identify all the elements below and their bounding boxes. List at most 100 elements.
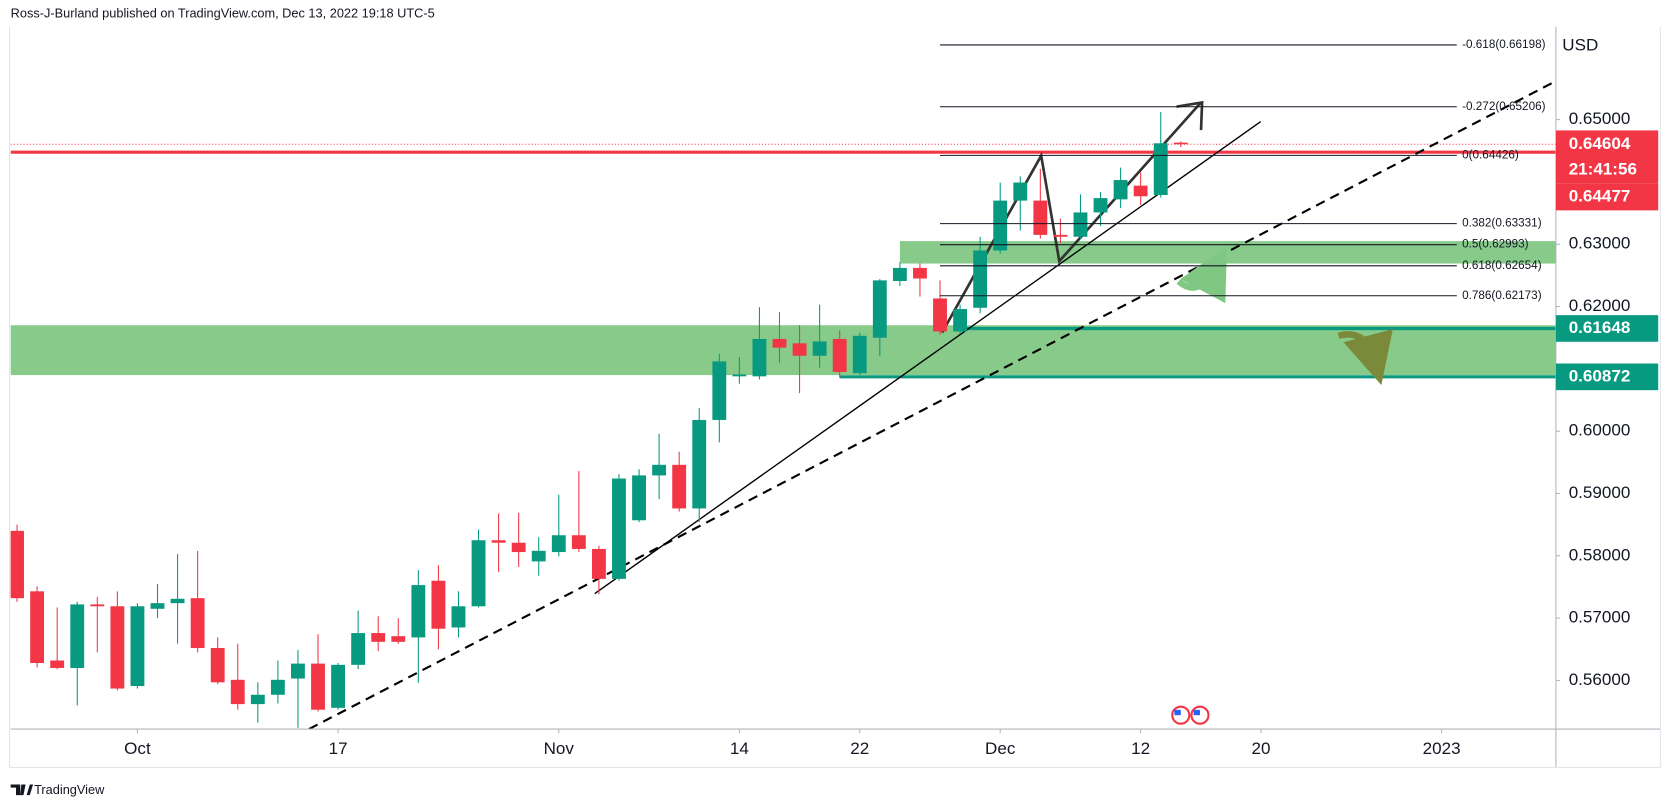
candle-body — [973, 250, 988, 308]
fib-label: 0(0.64426) — [1462, 148, 1519, 161]
candle-body — [1173, 142, 1188, 145]
candle-body — [892, 267, 907, 281]
x-tick-label: 22 — [850, 739, 869, 758]
candle-body — [872, 280, 887, 338]
candle-body — [230, 679, 245, 705]
candle-body — [50, 660, 65, 668]
candle-body — [712, 361, 727, 420]
candle-body — [471, 540, 486, 607]
footer-logo: TradingView — [10, 782, 105, 797]
candle-body — [371, 633, 386, 642]
dashed-trendline — [308, 81, 1555, 730]
zones-layer — [10, 143, 1556, 379]
y-tick-label: 0.60000 — [1569, 421, 1631, 440]
level-box — [1555, 183, 1659, 211]
candle-body — [652, 464, 667, 476]
logo-mark — [10, 784, 34, 796]
candle-body — [511, 542, 526, 553]
candle-body — [953, 309, 968, 332]
candle-body — [672, 464, 687, 509]
x-tick-label: Dec — [985, 739, 1016, 758]
candle-body — [10, 530, 24, 599]
candle-body — [170, 598, 185, 604]
candle-body — [551, 535, 566, 553]
footer-text: TradingView — [34, 782, 105, 797]
flag-canton — [1193, 709, 1200, 716]
candle-body — [130, 606, 145, 687]
axes-layer: 0.56000 0.57000 0.58000 0.59000 0.60000 0.620… — [124, 109, 1659, 758]
bounce-arrow — [1176, 246, 1227, 304]
last-price-box — [1555, 130, 1659, 184]
y-tick-label: 0.62000 — [1569, 296, 1631, 315]
candle-body — [491, 540, 506, 543]
candle-body — [591, 548, 606, 579]
x-tick-label: Nov — [544, 739, 575, 758]
fib-label: -0.272(0.65206) — [1462, 100, 1545, 113]
currency-label: USD — [1562, 35, 1598, 54]
candle-body — [1113, 180, 1128, 200]
arrow-head — [1176, 100, 1204, 131]
publisher-caption: Ross-J-Burland published on TradingView.… — [11, 5, 435, 20]
candle-body — [752, 338, 767, 377]
candle-body — [1133, 185, 1148, 197]
candle-body — [250, 694, 265, 705]
drawings-layer — [308, 81, 1555, 730]
candle-body — [772, 338, 787, 348]
candle-body — [351, 633, 366, 665]
candle-body — [993, 200, 1008, 251]
candle-body — [90, 604, 105, 607]
flag-canton — [1174, 709, 1181, 716]
y-tick-label: 0.63000 — [1569, 234, 1631, 253]
drop-arrow — [1337, 328, 1393, 386]
candle-body — [451, 606, 466, 628]
candle-body — [391, 636, 406, 642]
support-zone — [10, 325, 1556, 376]
level-box — [1555, 315, 1659, 342]
candle-body — [933, 298, 947, 332]
trendline — [594, 121, 1262, 595]
candle-body — [1033, 200, 1048, 235]
x-tick-label: 12 — [1131, 739, 1150, 758]
candle-body — [150, 603, 165, 609]
candle-body — [612, 478, 626, 579]
y-tick-label: 0.59000 — [1569, 483, 1631, 502]
candle-body — [411, 585, 426, 638]
fib-label: -0.618(0.66198) — [1462, 38, 1545, 51]
candle-body — [913, 267, 927, 279]
y-tick-label: 0.65000 — [1569, 109, 1631, 128]
y-tick-label: 0.58000 — [1569, 545, 1631, 564]
candle-body — [531, 550, 546, 562]
candle-body — [331, 664, 346, 708]
last-price-label: 0.64604 — [1569, 134, 1631, 153]
candle-body — [692, 419, 707, 509]
candle-body — [812, 341, 827, 356]
fib-label: 0.5(0.62993) — [1462, 238, 1529, 251]
x-tick-label: 2023 — [1423, 739, 1461, 758]
candle-body — [732, 374, 747, 377]
candle-body — [311, 663, 325, 710]
candle-body — [431, 580, 446, 629]
candle-body — [291, 663, 305, 679]
candle-body — [852, 335, 867, 374]
candle-body — [1053, 234, 1068, 237]
candle-body — [632, 475, 646, 521]
level-box — [1555, 363, 1659, 391]
candle-body — [1153, 143, 1168, 195]
candle-body — [1093, 198, 1108, 213]
candles-layer — [10, 112, 1188, 728]
candle-body — [1073, 212, 1088, 237]
candle-body — [832, 338, 847, 372]
countdown-label: 21:41:56 — [1569, 159, 1637, 178]
level-label: 0.64477 — [1569, 187, 1631, 206]
candle-body — [1013, 182, 1028, 201]
candle-body — [792, 343, 807, 356]
level-label: 0.61648 — [1569, 318, 1631, 337]
candle-body — [70, 604, 85, 668]
candle-body — [190, 598, 205, 649]
y-tick-label: 0.56000 — [1569, 670, 1631, 689]
fib-label: 0.618(0.62654) — [1462, 259, 1542, 272]
fib-label: 0.786(0.62173) — [1462, 289, 1542, 302]
level-label: 0.60872 — [1569, 366, 1631, 385]
candle-body — [270, 679, 285, 695]
